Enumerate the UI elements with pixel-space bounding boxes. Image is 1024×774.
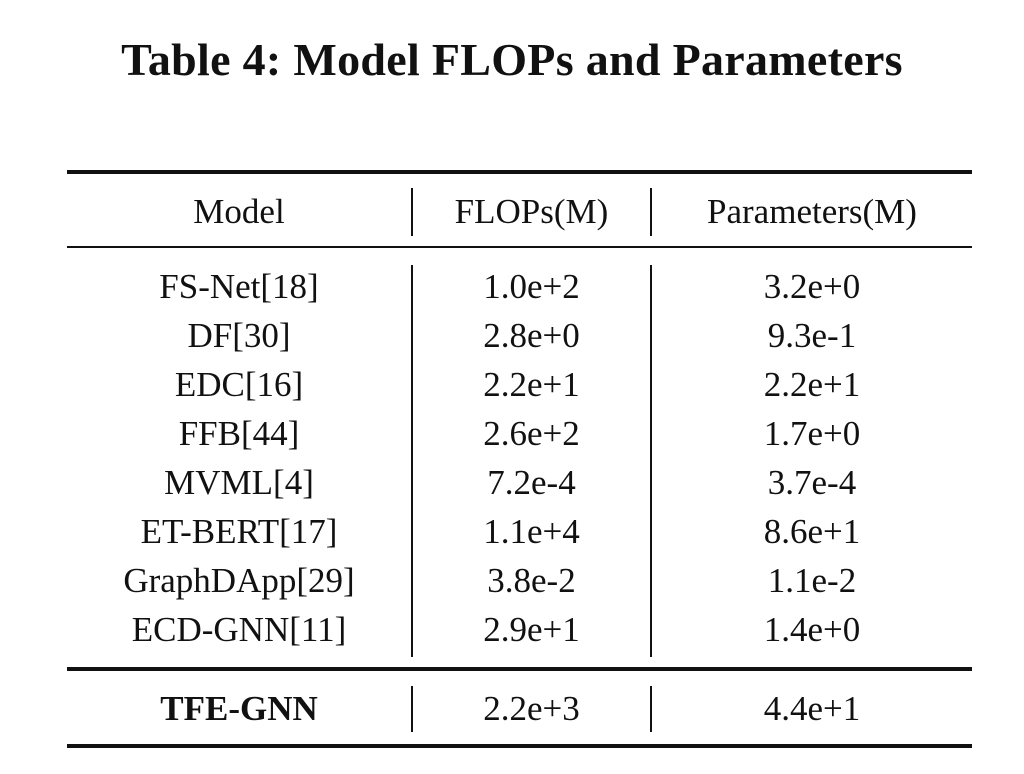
header-column-divider bbox=[411, 188, 413, 236]
parameters-cell: 9.3e-1 bbox=[767, 316, 857, 355]
column-header-flops: FLOPs(M) bbox=[454, 192, 609, 231]
parameters-cell: 4.4e+1 bbox=[763, 689, 861, 728]
parameters-cell: 1.4e+0 bbox=[763, 610, 861, 649]
table-row: ET-BERT[17] 1.1e+4 8.6e+1 bbox=[0, 507, 1024, 556]
table-row: DF[30] 2.8e+0 9.3e-1 bbox=[0, 311, 1024, 360]
table-row: GraphDApp[29] 3.8e-2 1.1e-2 bbox=[0, 556, 1024, 605]
parameters-cell: 8.6e+1 bbox=[763, 512, 861, 551]
parameters-cell: 2.2e+1 bbox=[763, 365, 861, 404]
column-header-model: Model bbox=[193, 192, 285, 231]
model-cell: TFE-GNN bbox=[160, 689, 318, 728]
table-row: FS-Net[18] 1.0e+2 3.2e+0 bbox=[0, 262, 1024, 311]
parameters-cell: 1.7e+0 bbox=[763, 414, 861, 453]
flops-cell: 7.2e-4 bbox=[487, 463, 576, 502]
flops-cell: 1.1e+4 bbox=[483, 512, 580, 551]
parameters-cell: 3.2e+0 bbox=[763, 267, 861, 306]
table-row: MVML[4] 7.2e-4 3.7e-4 bbox=[0, 458, 1024, 507]
header-rule bbox=[67, 246, 972, 248]
table-caption: Table 4: Model FLOPs and Parameters bbox=[121, 34, 903, 85]
flops-cell: 2.2e+1 bbox=[483, 365, 580, 404]
model-cell: FS-Net[18] bbox=[159, 267, 319, 306]
table-row: FFB[44] 2.6e+2 1.7e+0 bbox=[0, 409, 1024, 458]
model-cell: FFB[44] bbox=[178, 414, 300, 453]
model-cell: MVML[4] bbox=[164, 463, 314, 502]
flops-cell: 2.6e+2 bbox=[483, 414, 580, 453]
flops-cell: 3.8e-2 bbox=[487, 561, 576, 600]
final-table-row: TFE-GNN 2.2e+3 4.4e+1 bbox=[0, 684, 1024, 734]
final-row-column-divider bbox=[411, 686, 413, 732]
table-row: ECD-GNN[11] 2.9e+1 1.4e+0 bbox=[0, 605, 1024, 654]
parameters-cell: 3.7e-4 bbox=[767, 463, 857, 502]
parameters-cell: 1.1e-2 bbox=[767, 561, 857, 600]
body-column-divider bbox=[411, 265, 413, 657]
model-cell: GraphDApp[29] bbox=[123, 561, 355, 600]
top-rule bbox=[67, 170, 972, 174]
flops-cell: 2.9e+1 bbox=[483, 610, 580, 649]
table-row: EDC[16] 2.2e+1 2.2e+1 bbox=[0, 360, 1024, 409]
flops-cell: 2.8e+0 bbox=[483, 316, 580, 355]
flops-cell: 2.2e+3 bbox=[483, 689, 580, 728]
model-cell: EDC[16] bbox=[174, 365, 304, 404]
model-cell: DF[30] bbox=[187, 316, 291, 355]
bottom-rule bbox=[67, 744, 972, 748]
table-body: FS-Net[18] 1.0e+2 3.2e+0 DF[30] 2.8e+0 9… bbox=[0, 262, 1024, 654]
model-cell: ET-BERT[17] bbox=[140, 512, 338, 551]
final-row-column-divider bbox=[650, 686, 652, 732]
separator-rule bbox=[67, 667, 972, 671]
model-cell: ECD-GNN[11] bbox=[131, 610, 347, 649]
column-header-parameters: Parameters(M) bbox=[707, 192, 917, 231]
header-column-divider bbox=[650, 188, 652, 236]
flops-cell: 1.0e+2 bbox=[483, 267, 580, 306]
body-column-divider bbox=[650, 265, 652, 657]
